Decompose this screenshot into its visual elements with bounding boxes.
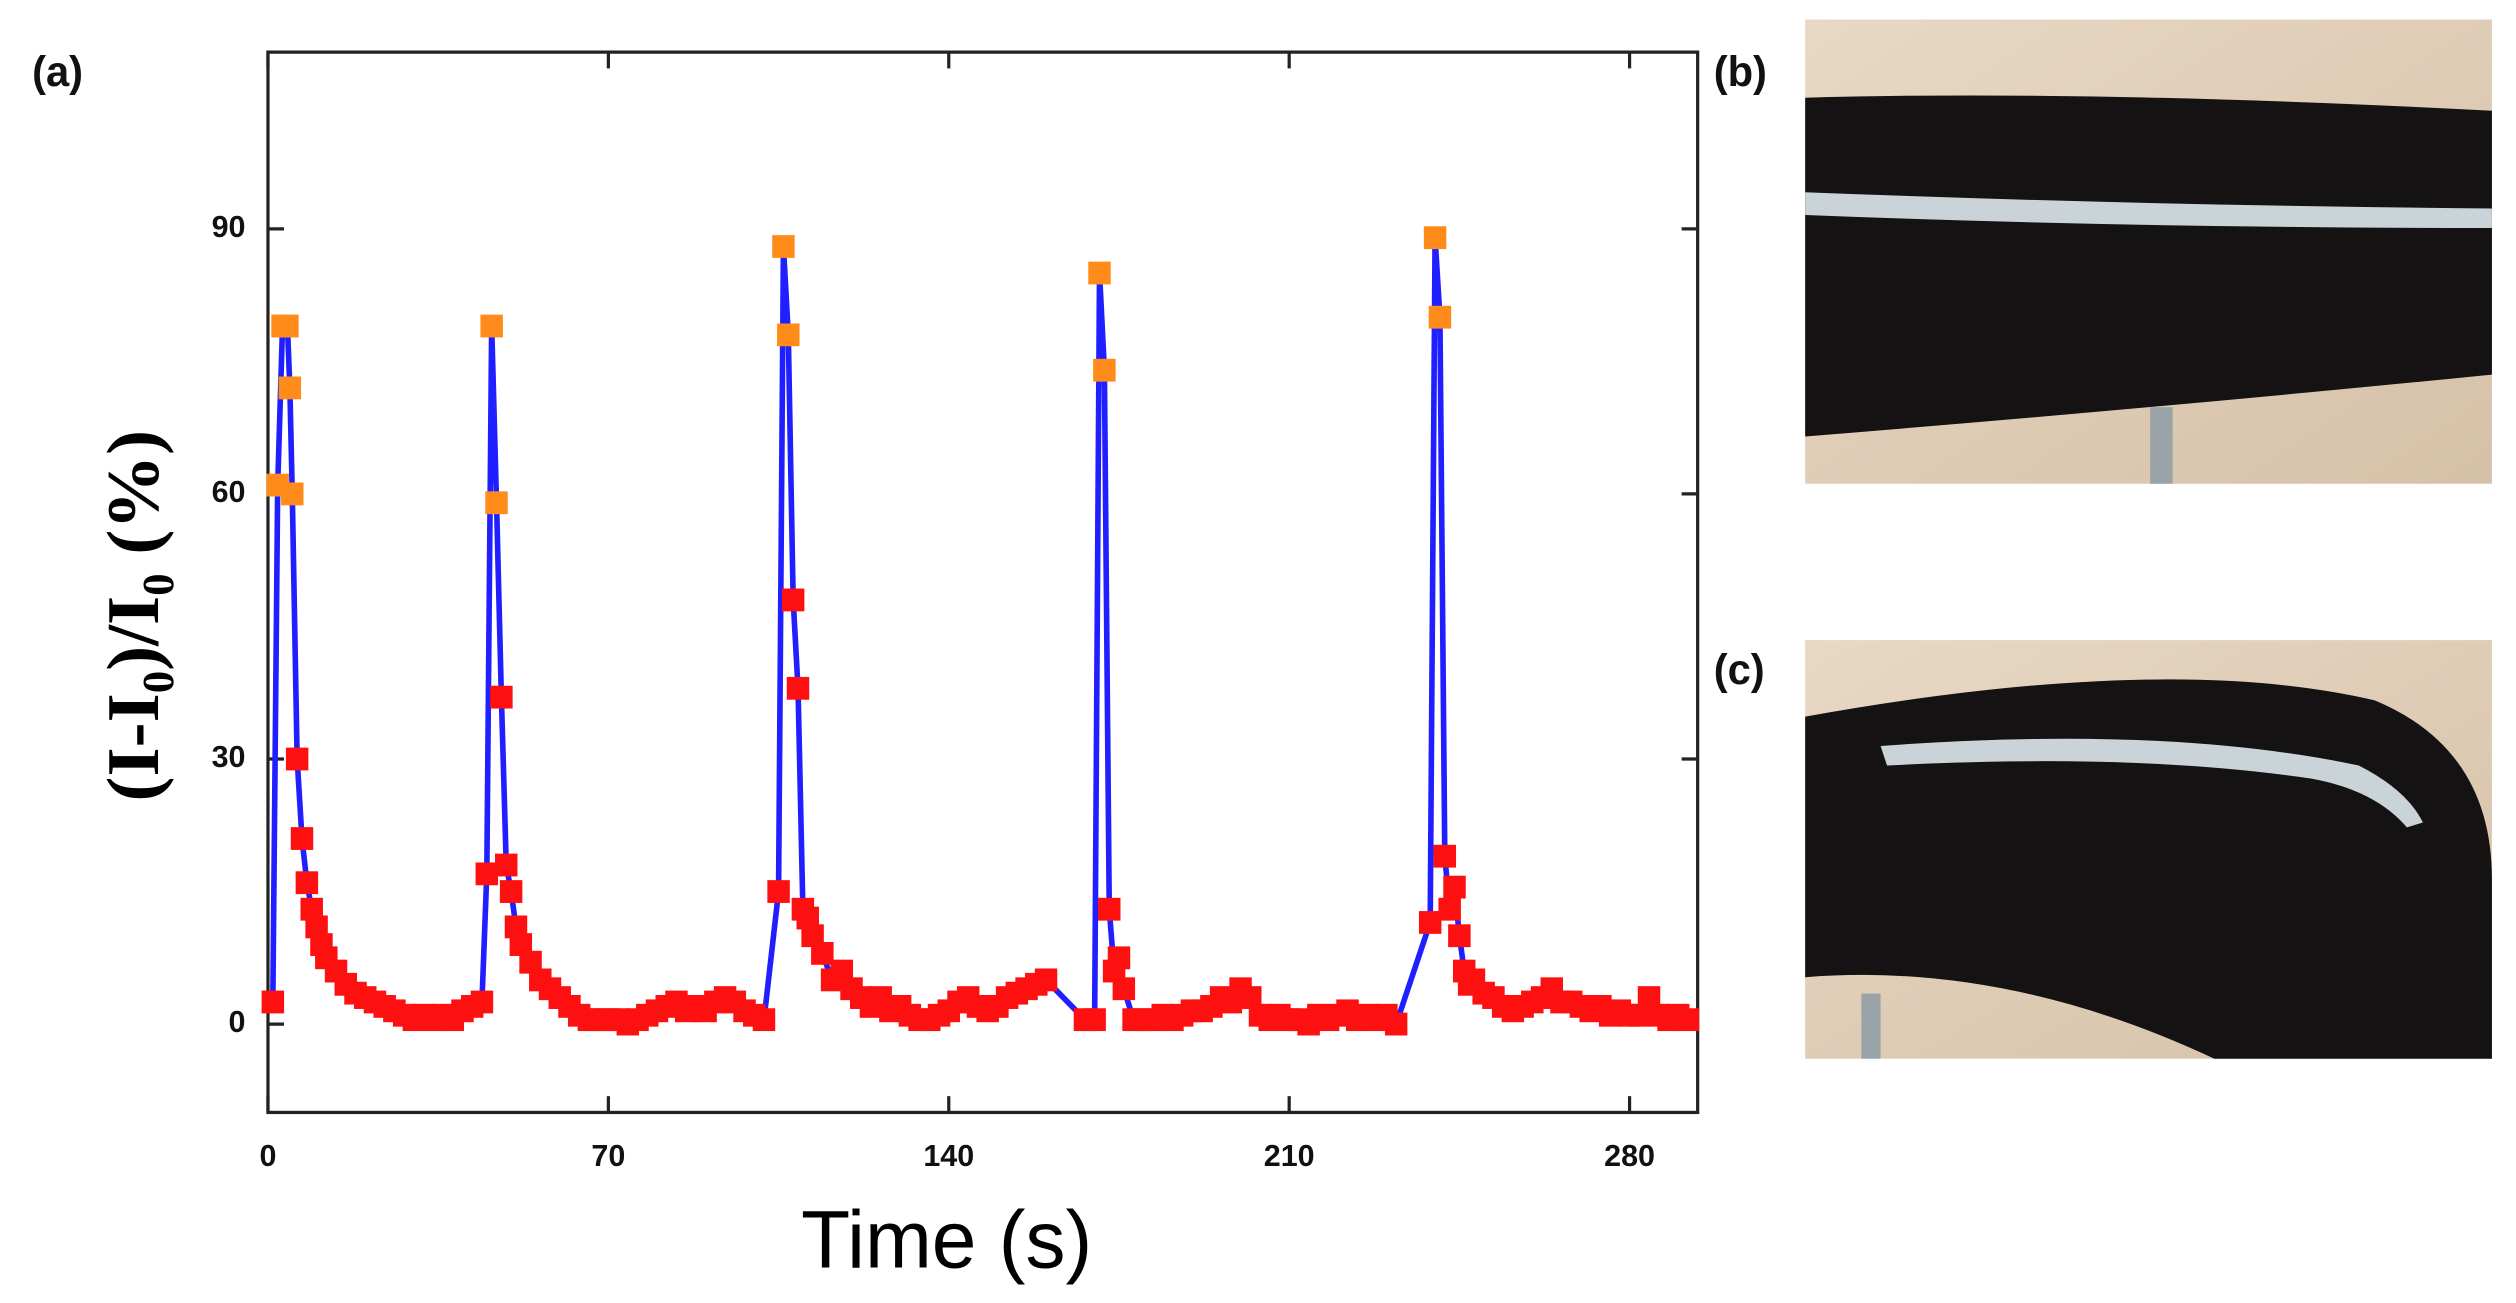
data-marker: [786, 676, 810, 700]
y-axis-label: (I-I₀)/I₀ (%): [94, 430, 175, 802]
data-marker: [1034, 968, 1058, 992]
panel-label: (a): [32, 48, 83, 95]
x-tick-label: 280: [1604, 1138, 1655, 1173]
x-axis-label: Time (s): [801, 1195, 1092, 1286]
y-tick-label: 90: [212, 209, 246, 244]
data-marker: [1628, 1003, 1651, 1027]
data-marker: [1637, 986, 1661, 1009]
data-marker: [300, 897, 323, 921]
data-marker: [1428, 305, 1452, 329]
y-tick-label: 30: [212, 739, 246, 774]
data-marker: [509, 933, 533, 956]
panel-label: (b): [1714, 48, 1767, 95]
data-marker: [1083, 1008, 1106, 1032]
data-marker: [1098, 897, 1121, 921]
data-marker: [470, 990, 494, 1014]
data-marker: [772, 235, 795, 258]
data-marker: [490, 685, 513, 709]
data-marker: [1239, 986, 1262, 1009]
data-marker: [305, 915, 328, 939]
y-tick-label: 60: [212, 474, 246, 509]
y-tick-label: 0: [229, 1004, 246, 1039]
data-marker: [495, 853, 518, 877]
data-marker: [1433, 844, 1457, 868]
data-marker: [1088, 261, 1111, 285]
data-marker: [1423, 226, 1447, 250]
data-marker: [519, 950, 542, 974]
data-marker: [261, 990, 285, 1014]
x-tick-label: 140: [923, 1138, 974, 1173]
data-marker: [777, 323, 800, 347]
data-marker: [752, 1008, 776, 1032]
data-marker: [485, 491, 508, 515]
data-marker: [796, 906, 819, 930]
data-marker: [278, 376, 302, 400]
data-marker: [281, 482, 304, 506]
data-marker: [480, 314, 503, 338]
data-marker: [1093, 358, 1116, 382]
photo-b: [1805, 19, 2492, 484]
data-marker: [1676, 1008, 1700, 1032]
x-tick-label: 0: [259, 1138, 276, 1173]
data-marker: [475, 862, 499, 886]
data-marker: [801, 924, 824, 948]
x-tick-label: 210: [1264, 1138, 1315, 1173]
panel-label: (c): [1714, 646, 1765, 693]
data-marker: [499, 880, 523, 903]
plot-frame: [266, 50, 1700, 1115]
x-tick-label: 70: [591, 1138, 625, 1173]
data-marker: [830, 959, 854, 983]
data-marker: [290, 827, 314, 850]
data-marker: [295, 871, 319, 895]
data-marker: [781, 588, 805, 612]
data-marker: [1112, 977, 1136, 1001]
data-marker: [1443, 875, 1466, 899]
data-marker: [1438, 897, 1461, 921]
data-marker: [767, 880, 790, 903]
data-marker: [276, 314, 299, 338]
data-marker: [504, 915, 528, 939]
photo-c: [1805, 640, 2492, 1059]
data-marker: [811, 941, 834, 965]
data-marker: [1418, 911, 1442, 934]
data-marker: [1384, 1012, 1408, 1036]
data-marker: [285, 747, 309, 771]
data-marker: [1448, 924, 1471, 948]
data-marker: [1107, 946, 1131, 970]
data-line: [270, 234, 1690, 1027]
